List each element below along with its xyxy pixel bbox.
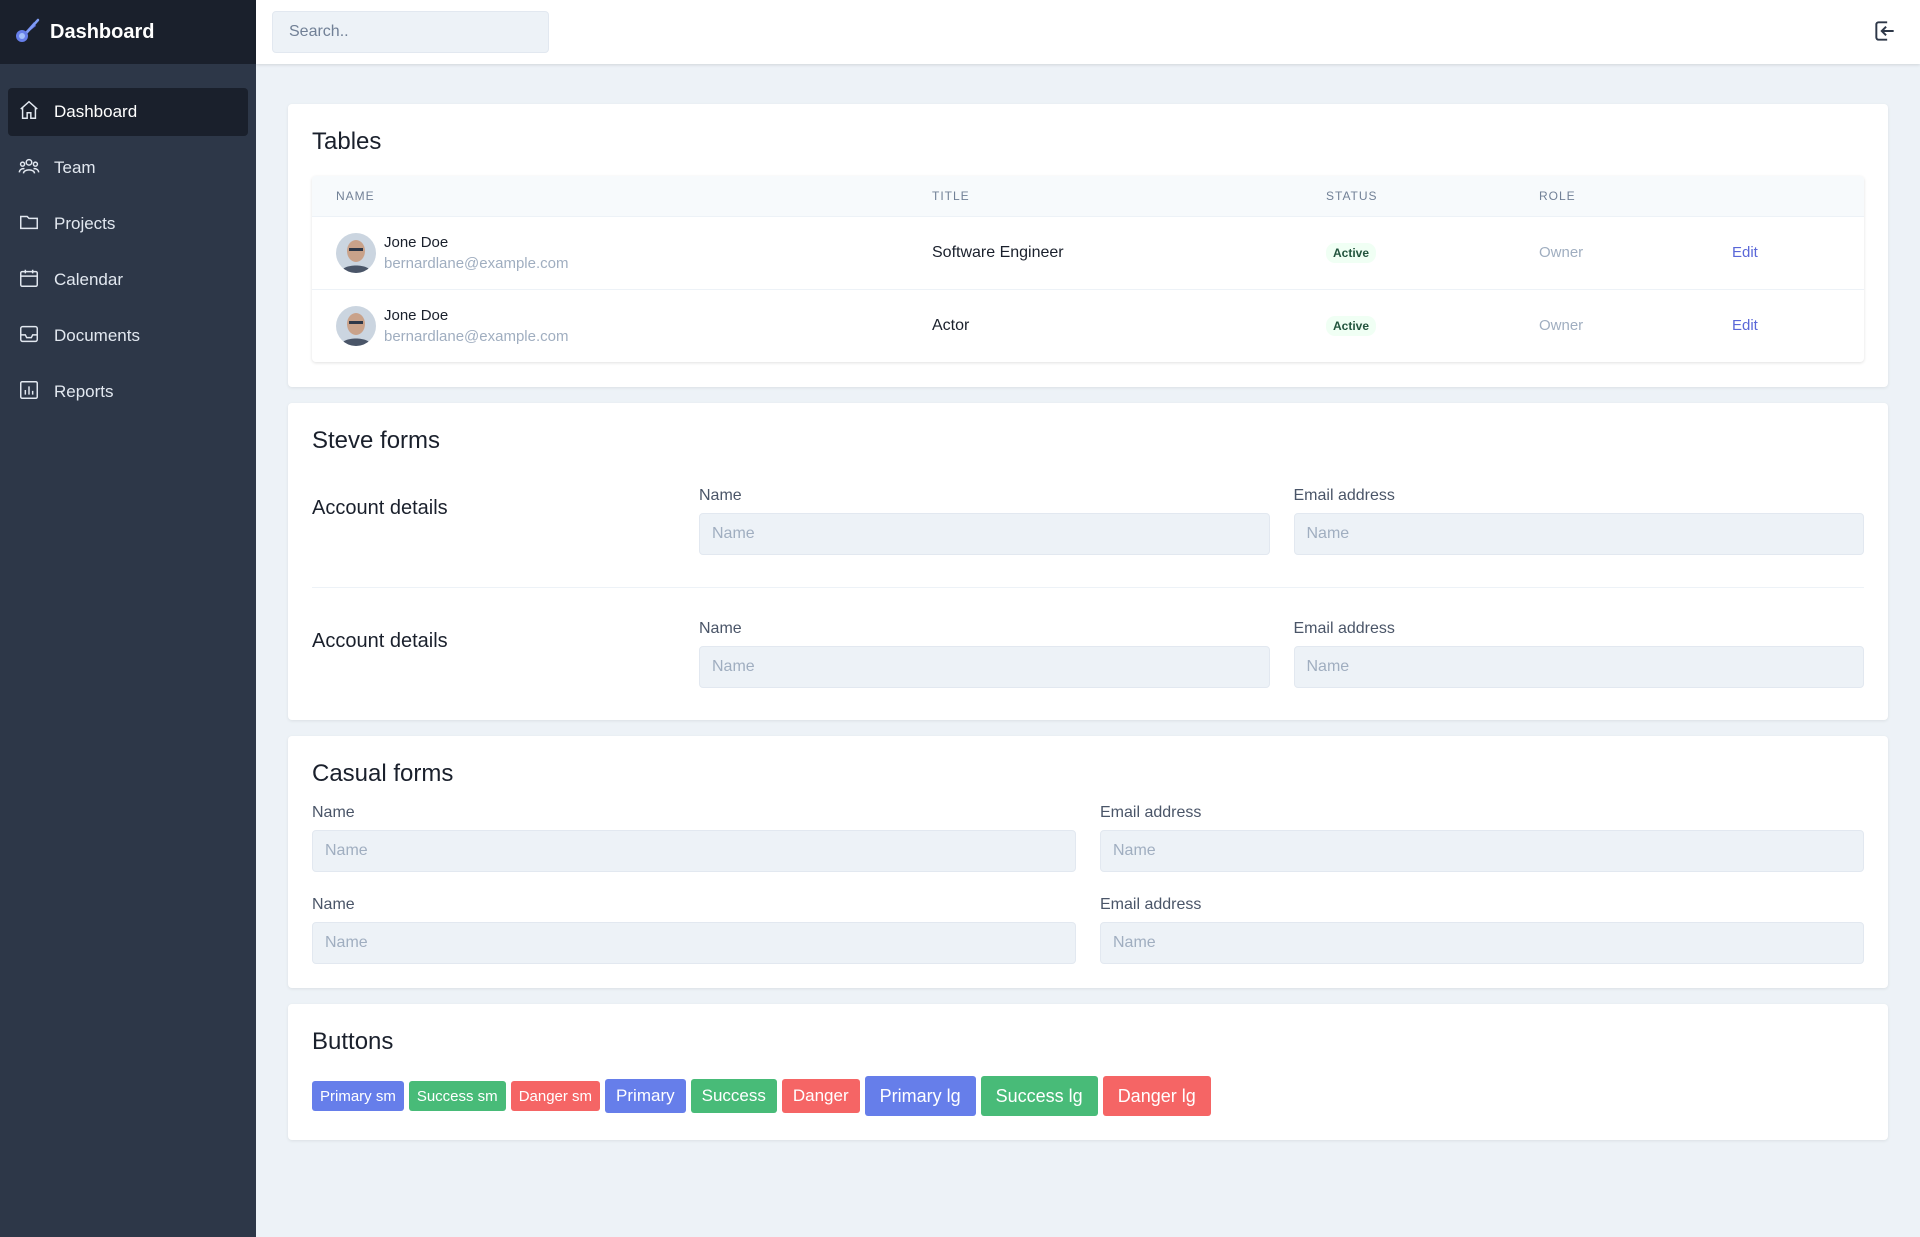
users-table: NAME TITLE STATUS ROLE (312, 176, 1864, 362)
avatar (336, 305, 376, 346)
comet-icon (14, 16, 50, 49)
sidebar-item-projects[interactable]: Projects (8, 200, 248, 248)
name-label: Name (312, 804, 355, 821)
home-icon (18, 99, 54, 126)
success-button[interactable]: Success (690, 1079, 777, 1113)
email-input[interactable] (1293, 646, 1864, 688)
inbox-icon (18, 323, 54, 350)
sidebar-nav: Dashboard Team Projects Calendar Documen… (0, 64, 256, 416)
account-details-section: Account details Name Email address (312, 455, 1864, 587)
name-input[interactable] (699, 646, 1270, 688)
danger-sm-button[interactable]: Danger sm (510, 1081, 601, 1111)
success-sm-button[interactable]: Success sm (408, 1081, 506, 1111)
primary-sm-button[interactable]: Primary sm (312, 1081, 404, 1111)
name-input[interactable] (699, 513, 1270, 555)
search-input[interactable] (272, 11, 549, 53)
table-header-row: NAME TITLE STATUS ROLE (312, 176, 1864, 217)
sidebar-item-calendar[interactable]: Calendar (8, 256, 248, 304)
email-label: Email address (1293, 620, 1395, 637)
person-name: Jone Doe (384, 306, 449, 324)
section-title: Account details (312, 497, 448, 519)
person-name: Jone Doe (384, 233, 449, 251)
status-badge: Active (1326, 315, 1377, 336)
brand-name: Dashboard (50, 20, 155, 43)
status-badge: Active (1326, 242, 1377, 263)
person-role: Owner (1539, 317, 1584, 335)
name-label: Name (312, 896, 355, 913)
casual-forms-title: Casual forms (312, 760, 454, 787)
sidebar-item-label: Team (54, 158, 96, 177)
tables-card: Tables NAME TITLE STATUS ROLE (288, 104, 1888, 387)
email-input[interactable] (1100, 830, 1864, 872)
column-header-name: NAME (312, 176, 908, 217)
chart-icon (18, 379, 54, 406)
danger-lg-button[interactable]: Danger lg (1102, 1076, 1211, 1116)
main-content: Tables NAME TITLE STATUS ROLE (256, 64, 1920, 1237)
person-email: bernardlane@example.com (384, 327, 569, 345)
sidebar-item-label: Dashboard (54, 102, 138, 121)
edit-link[interactable]: Edit (1732, 316, 1758, 334)
email-input[interactable] (1100, 922, 1864, 964)
sidebar-item-label: Reports (54, 382, 114, 401)
buttons-card: Buttons Primary sm Success sm Danger sm … (288, 1004, 1888, 1140)
danger-button[interactable]: Danger (781, 1079, 860, 1113)
sidebar: Dashboard Dashboard Team Projects Calend… (0, 0, 256, 1237)
column-header-role: ROLE (1515, 176, 1708, 217)
sidebar-item-team[interactable]: Team (8, 144, 248, 192)
email-label: Email address (1100, 896, 1202, 913)
brand[interactable]: Dashboard (0, 0, 256, 64)
name-input[interactable] (312, 922, 1076, 964)
table-row: Jone Doe bernardlane@example.com Softwar… (312, 216, 1864, 290)
column-header-title: TITLE (908, 176, 1302, 217)
steve-forms-card: Steve forms Account details Name Email a… (288, 403, 1888, 720)
section-title: Account details (312, 630, 448, 652)
name-label: Name (699, 620, 742, 637)
logout-icon[interactable] (1872, 18, 1898, 44)
name-label: Name (699, 487, 742, 504)
email-label: Email address (1100, 804, 1202, 821)
success-lg-button[interactable]: Success lg (980, 1076, 1098, 1116)
buttons-title: Buttons (312, 1028, 394, 1055)
tables-title: Tables (312, 128, 382, 155)
name-input[interactable] (312, 830, 1076, 872)
primary-lg-button[interactable]: Primary lg (864, 1076, 976, 1116)
person-email: bernardlane@example.com (384, 254, 569, 272)
steve-forms-title: Steve forms (312, 427, 441, 454)
edit-link[interactable]: Edit (1732, 243, 1758, 261)
sidebar-item-documents[interactable]: Documents (8, 312, 248, 360)
column-header-actions (1708, 176, 1864, 217)
folder-icon (18, 211, 54, 238)
table-row: Jone Doe bernardlane@example.com Actor A… (312, 289, 1864, 362)
primary-button[interactable]: Primary (605, 1079, 686, 1113)
sidebar-item-label: Documents (54, 326, 140, 345)
calendar-icon (18, 267, 54, 294)
person-title: Software Engineer (908, 216, 1302, 290)
person-title: Actor (932, 316, 970, 334)
person-role: Owner (1515, 216, 1708, 290)
button-group: Primary sm Success sm Danger sm Primary … (312, 1076, 1864, 1116)
users-icon (18, 155, 54, 182)
casual-forms-card: Casual forms Name Email address Name Ema… (288, 736, 1888, 988)
sidebar-item-reports[interactable]: Reports (8, 368, 248, 416)
sidebar-item-label: Calendar (54, 270, 123, 289)
column-header-status: STATUS (1302, 176, 1515, 217)
email-label: Email address (1293, 487, 1395, 504)
email-input[interactable] (1293, 513, 1864, 555)
topbar (256, 0, 1920, 64)
sidebar-item-label: Projects (54, 214, 116, 233)
avatar (336, 232, 376, 273)
account-details-section: Account details Name Email address (312, 587, 1864, 720)
sidebar-item-dashboard[interactable]: Dashboard (8, 88, 248, 136)
